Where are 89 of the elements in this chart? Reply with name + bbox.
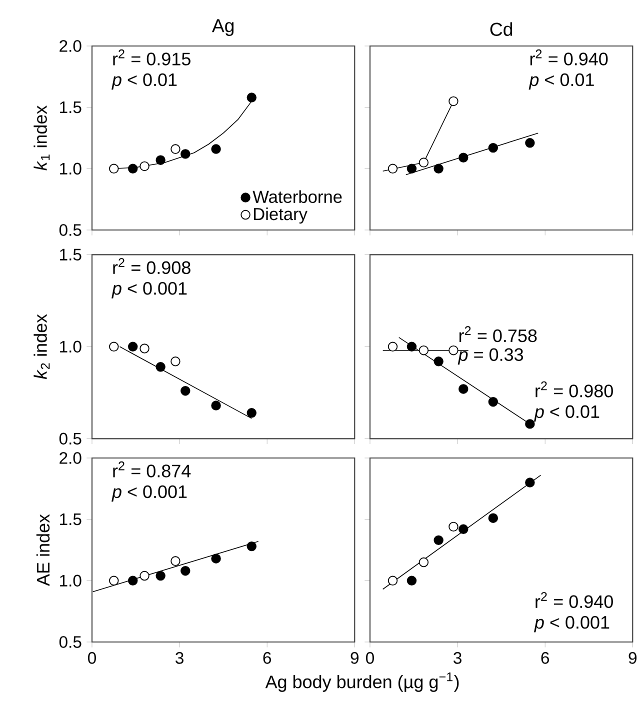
y-axis-title: k$_{1}$ index xyxy=(34,105,50,170)
y-tick-label: 1.0 xyxy=(60,574,82,587)
annotation: p < 0.001 xyxy=(534,616,610,632)
point xyxy=(488,142,498,153)
annotation: r$^{2}$ = 0.940 xyxy=(530,49,608,66)
y-tick-label: 0.5 xyxy=(60,636,82,648)
x-tick-label: 6 xyxy=(263,652,272,664)
point xyxy=(434,535,444,546)
point xyxy=(211,400,222,410)
point xyxy=(180,566,190,576)
point xyxy=(140,570,150,581)
y-tick-label: 1.0 xyxy=(60,162,82,175)
y-tick-label: 0.5 xyxy=(60,224,82,236)
y-tick-label: 1.0 xyxy=(60,340,82,353)
annotation: p = 0.33 xyxy=(458,348,524,365)
point xyxy=(458,524,468,534)
point xyxy=(170,356,180,366)
point xyxy=(156,155,166,165)
x-tick-label: 9 xyxy=(628,652,637,664)
point xyxy=(448,345,458,356)
annotation: p < 0.001 xyxy=(112,485,187,502)
y-tick-label: 2.0 xyxy=(60,40,82,52)
point xyxy=(246,541,257,552)
y-tick-label: 0.5 xyxy=(60,432,82,445)
point xyxy=(246,408,257,418)
annotation: r$^{2}$ = 0.758 xyxy=(460,326,537,342)
point xyxy=(140,161,150,172)
point xyxy=(180,386,190,396)
annotation: r$^{2}$ = 0.908 xyxy=(113,258,191,274)
y-tick-label: 2.0 xyxy=(60,452,82,464)
x-tick-label: 9 xyxy=(350,652,359,664)
y-tick-label: 1.5 xyxy=(60,514,82,526)
point xyxy=(140,344,150,354)
point xyxy=(170,556,180,566)
point xyxy=(458,152,468,162)
chart-title: Ag xyxy=(212,19,234,36)
point xyxy=(418,557,429,568)
point xyxy=(418,345,429,356)
point xyxy=(128,164,138,174)
point xyxy=(448,522,458,532)
x-tick-label: 6 xyxy=(541,652,550,664)
point xyxy=(525,419,535,429)
annotation: r$^{2}$ = 0.940 xyxy=(536,592,614,608)
point xyxy=(109,164,119,174)
point xyxy=(180,149,190,159)
x-tick-label: 3 xyxy=(176,652,184,664)
point xyxy=(128,576,138,586)
x-tick-label: 0 xyxy=(366,652,374,664)
annotation: p < 0.01 xyxy=(528,73,594,90)
point xyxy=(488,513,498,523)
point xyxy=(406,164,417,174)
point xyxy=(211,144,222,154)
annotation: p < 0.001 xyxy=(112,282,187,298)
annotation: r$^{2}$ = 0.874 xyxy=(113,461,191,478)
point xyxy=(434,164,444,174)
point xyxy=(388,164,398,174)
point xyxy=(406,342,417,352)
y-tick-label: 1.5 xyxy=(60,248,82,260)
point xyxy=(388,342,398,352)
point xyxy=(488,396,498,407)
point xyxy=(156,570,166,581)
legend-label: Dietary xyxy=(254,207,308,224)
chart-title: Cd xyxy=(490,22,512,36)
point xyxy=(211,554,222,564)
point xyxy=(170,144,180,154)
x-axis-title: Ag body burden (µg g$^{−1}$) xyxy=(265,672,459,692)
point xyxy=(109,576,119,586)
point xyxy=(434,356,444,366)
annotation: p < 0.01 xyxy=(534,405,600,422)
y-tick-label: 1.5 xyxy=(60,102,82,114)
point xyxy=(458,384,468,394)
x-tick-label: 3 xyxy=(454,652,462,664)
legend-label: Waterborne xyxy=(252,190,342,203)
point xyxy=(525,138,535,148)
annotation: r$^{2}$ = 0.980 xyxy=(536,381,614,398)
y-axis-title: AE index xyxy=(36,514,50,586)
point xyxy=(156,362,166,372)
point xyxy=(246,92,257,102)
y-axis-title: k$_{2}$ index xyxy=(34,314,50,380)
x-tick-label: 0 xyxy=(88,652,96,664)
point xyxy=(418,158,429,168)
point xyxy=(448,96,458,106)
point xyxy=(109,342,119,352)
point xyxy=(525,478,535,488)
annotation: p < 0.01 xyxy=(112,73,177,90)
point xyxy=(388,576,398,586)
point xyxy=(406,576,417,586)
point xyxy=(128,342,138,352)
annotation: r$^{2}$ = 0.915 xyxy=(113,49,191,66)
